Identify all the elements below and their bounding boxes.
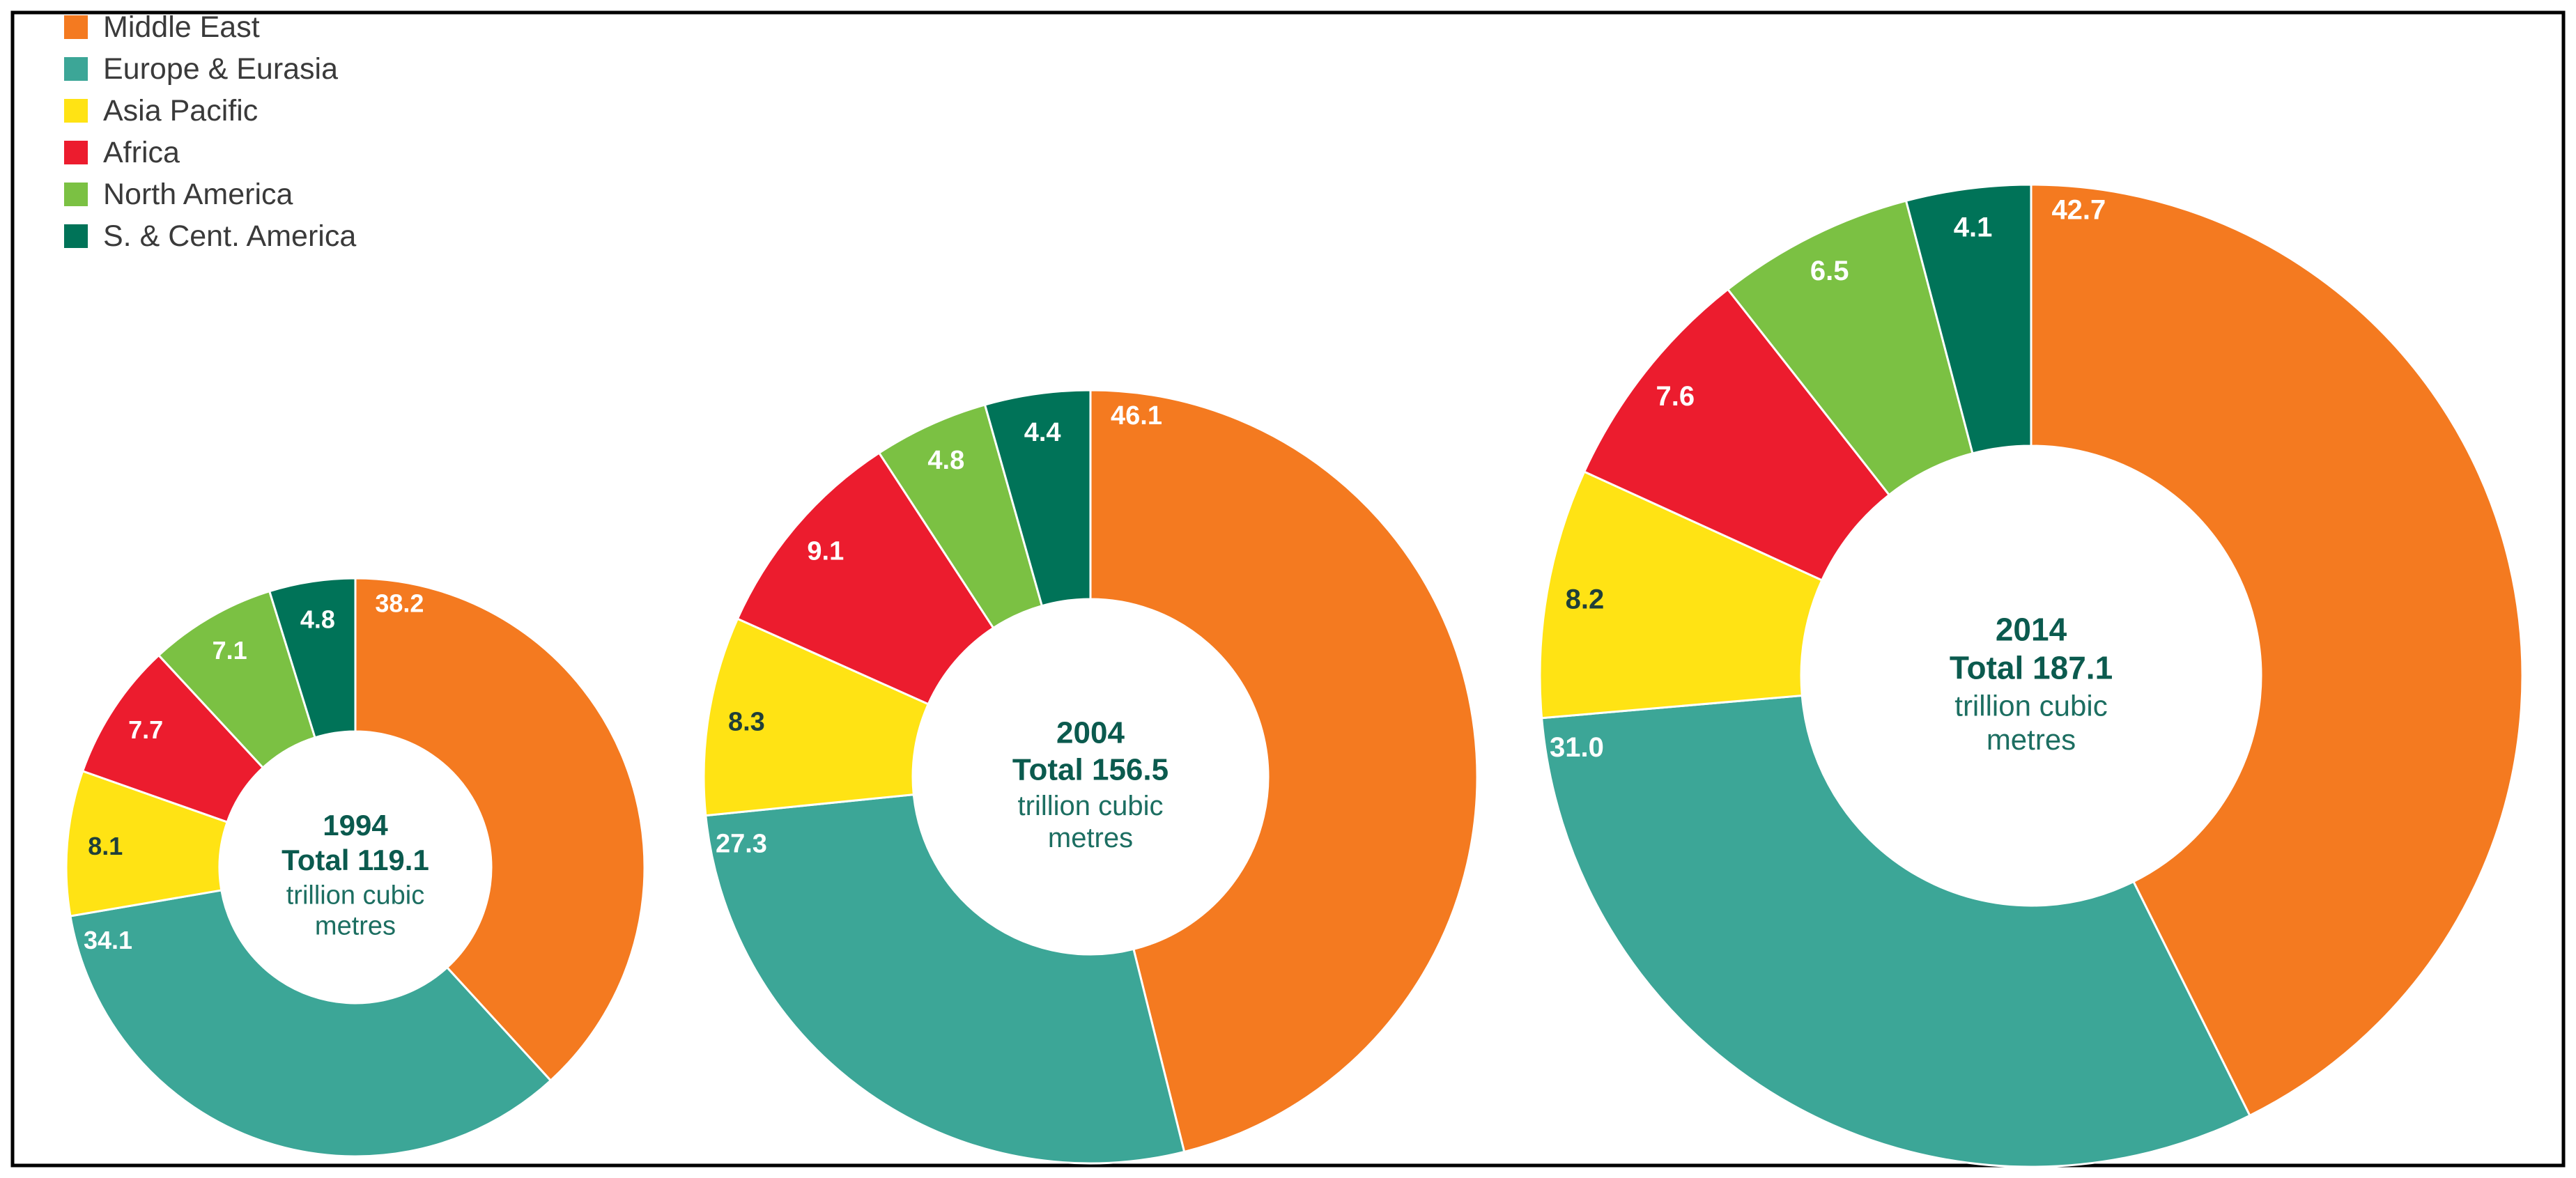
legend-label: Africa: [103, 136, 180, 169]
slice-label-2004-s-and-cent-america: 4.4: [1024, 418, 1061, 447]
slice-label-1994-middle-east: 38.2: [375, 589, 424, 618]
legend-label: Middle East: [103, 10, 260, 44]
center-total: Total 119.1: [281, 844, 429, 876]
legend-swatch: [64, 224, 88, 248]
slice-1994-europe-and-eurasia: [69, 889, 553, 1158]
slice-1994-middle-east: [354, 577, 646, 1083]
legend-item-s-and-cent-america: S. & Cent. America: [64, 219, 356, 253]
slice-2014-asia-pacific: [1538, 470, 1823, 720]
center-total: Total 187.1: [1950, 650, 2113, 686]
center-year: 1994: [323, 809, 388, 842]
legend-label: North America: [103, 178, 293, 211]
center-unit-line-2: metres: [315, 912, 396, 941]
slice-label-1994-europe-and-eurasia: 34.1: [84, 926, 132, 954]
legend-swatch: [64, 57, 88, 81]
center-unit-line-2: metres: [1048, 823, 1133, 853]
legend-item-europe-and-eurasia: Europe & Eurasia: [64, 52, 338, 86]
slice-1994-s-and-cent-america: [268, 577, 357, 739]
center-total: Total 156.5: [1012, 752, 1169, 786]
slice-label-2014-africa: 7.6: [1656, 381, 1695, 412]
slice-2004-middle-east: [1089, 389, 1479, 1154]
legend-label: S. & Cent. America: [103, 219, 356, 253]
legend-item-asia-pacific: Asia Pacific: [64, 94, 258, 127]
slice-label-1994-north-america: 7.1: [213, 636, 247, 665]
slice-2014-s-and-cent-america: [1904, 183, 2033, 455]
center-year: 2014: [1996, 611, 2067, 647]
center-unit-line-1: trillion cubic: [1954, 690, 2107, 722]
slice-label-2014-asia-pacific: 8.2: [1566, 584, 1605, 614]
center-unit-line-1: trillion cubic: [286, 881, 425, 910]
slice-label-2004-asia-pacific: 8.3: [728, 708, 765, 737]
legend-label: Europe & Eurasia: [103, 52, 338, 86]
slice-label-2014-s-and-cent-america: 4.1: [1954, 212, 1993, 242]
legend-swatch: [64, 141, 88, 164]
slice-label-2014-north-america: 6.5: [1810, 256, 1849, 286]
center-year: 2004: [1056, 716, 1125, 750]
slice-2014-africa: [1582, 288, 1891, 582]
legend: Middle East Europe & Eurasia Asia Pacific A…: [64, 10, 356, 253]
center-unit-line-2: metres: [1987, 723, 2076, 756]
legend-swatch: [64, 15, 88, 39]
slice-2014-europe-and-eurasia: [1540, 694, 2251, 1168]
slice-label-2004-europe-and-eurasia: 27.3: [716, 830, 767, 859]
slice-2004-asia-pacific: [702, 617, 930, 817]
center-unit-line-1: trillion cubic: [1018, 791, 1164, 821]
slice-label-2014-middle-east: 42.7: [2051, 195, 2106, 226]
legend-item-middle-east: Middle East: [64, 10, 260, 44]
slice-label-2014-europe-and-eurasia: 31.0: [1550, 732, 1604, 763]
legend-label: Asia Pacific: [103, 94, 258, 127]
slice-2014-middle-east: [2030, 183, 2524, 1117]
slice-label-2004-middle-east: 46.1: [1111, 401, 1162, 431]
legend-item-north-america: North America: [64, 178, 293, 211]
slice-2004-europe-and-eurasia: [704, 793, 1186, 1165]
slice-2004-s-and-cent-america: [983, 389, 1092, 607]
slice-label-2004-africa: 9.1: [807, 537, 844, 566]
slice-2004-africa: [736, 451, 995, 706]
slice-label-1994-s-and-cent-america: 4.8: [300, 605, 335, 634]
legend-swatch: [64, 183, 88, 206]
slice-label-1994-africa: 7.7: [128, 715, 163, 744]
slice-label-2004-north-america: 4.8: [927, 446, 964, 475]
legend-item-africa: Africa: [64, 136, 180, 169]
legend-swatch: [64, 99, 88, 123]
slice-label-1994-asia-pacific: 8.1: [88, 832, 123, 860]
